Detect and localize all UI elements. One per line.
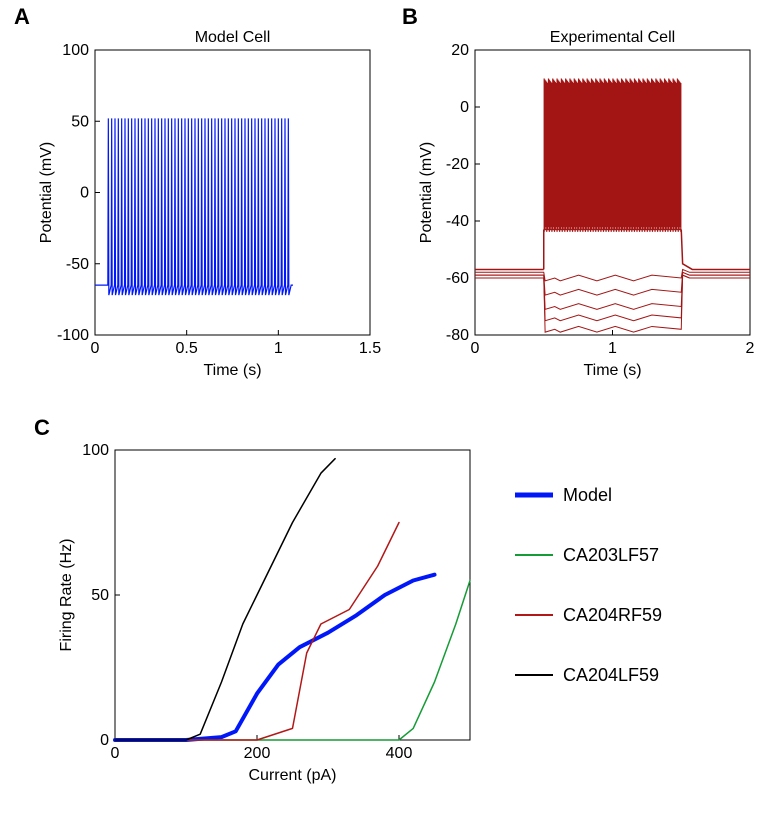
exp-spike-block (544, 79, 681, 232)
svg-text:0: 0 (471, 340, 480, 357)
y-axis-label: Potential (mV) (38, 142, 55, 243)
svg-text:0.5: 0.5 (176, 340, 198, 357)
svg-text:0: 0 (111, 745, 120, 762)
panel-b-chart: 0 1 2 -80 -60 -40 -20 0 20 Time (s) Potential (mV)… (400, 20, 770, 390)
legend-label: CA203LF57 (563, 545, 659, 565)
svg-text:-20: -20 (446, 156, 469, 173)
legend-label: CA204LF59 (563, 665, 659, 685)
svg-text:100: 100 (62, 42, 89, 59)
svg-text:0: 0 (80, 185, 89, 202)
legend-label: CA204RF59 (563, 605, 662, 625)
x-axis-label: Time (s) (203, 362, 261, 379)
svg-text:1: 1 (608, 340, 617, 357)
svg-text:20: 20 (451, 42, 469, 59)
svg-text:-40: -40 (446, 213, 469, 230)
panel-c-chart: 0 200 400 0 50 100 Current (pA) Firing Rate (Hz… (20, 430, 760, 830)
svg-text:-60: -60 (446, 270, 469, 287)
svg-text:1.5: 1.5 (359, 340, 381, 357)
chart-title: Model Cell (195, 29, 271, 46)
svg-text:50: 50 (91, 587, 109, 604)
x-axis-label: Current (pA) (248, 767, 336, 784)
y-axis-label: Firing Rate (Hz) (58, 539, 75, 652)
x-axis-label: Time (s) (583, 362, 641, 379)
svg-text:200: 200 (244, 745, 271, 762)
svg-text:-100: -100 (57, 327, 89, 344)
svg-text:-80: -80 (446, 327, 469, 344)
svg-text:-50: -50 (66, 256, 89, 273)
svg-text:100: 100 (82, 442, 109, 459)
chart-title: Experimental Cell (550, 29, 675, 46)
svg-text:0: 0 (100, 732, 109, 749)
svg-text:0: 0 (460, 99, 469, 116)
svg-text:400: 400 (386, 745, 413, 762)
svg-text:2: 2 (746, 340, 755, 357)
svg-text:0: 0 (91, 340, 100, 357)
legend-label: Model (563, 485, 612, 505)
svg-text:50: 50 (71, 113, 89, 130)
panel-a-chart: 0 0.5 1 1.5 -100 -50 0 50 100 Time (s) Potential (… (20, 20, 390, 390)
y-axis-label: Potential (mV) (418, 142, 435, 243)
svg-text:1: 1 (274, 340, 283, 357)
